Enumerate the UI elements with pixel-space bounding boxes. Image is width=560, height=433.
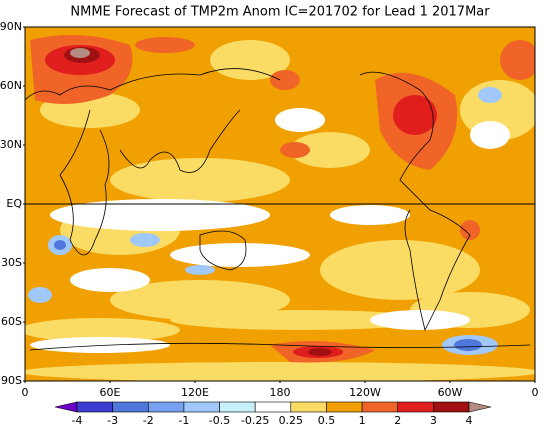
lat-label: 30N <box>0 138 22 151</box>
colorbar-label: -4 <box>72 414 83 427</box>
map-field <box>25 27 535 381</box>
lat-label: 90N <box>0 20 22 33</box>
lat-label: 60N <box>0 79 22 92</box>
lat-label: 30S <box>1 256 22 269</box>
colorbar-label: 4 <box>466 414 473 427</box>
colorbar-box <box>147 401 185 413</box>
lat-label: 60S <box>1 315 22 328</box>
lon-label: 0 <box>532 386 539 399</box>
colorbar-box <box>290 401 327 413</box>
colorbar-arrow <box>54 401 78 413</box>
lon-label: 60E <box>100 386 121 399</box>
colorbar-box <box>183 401 220 413</box>
colorbar-label: -3 <box>107 414 118 427</box>
colorbar-label: -0.25 <box>241 414 269 427</box>
lat-label: EQ <box>6 197 22 210</box>
colorbar-arrow <box>468 401 492 413</box>
colorbar-box <box>397 401 434 413</box>
lon-label: 120W <box>349 386 381 399</box>
colorbar-box <box>254 401 292 413</box>
map-title: NMME Forecast of TMP2m Anom IC=201702 fo… <box>70 5 490 20</box>
colorbar-label: 0.25 <box>279 414 304 427</box>
colorbar-box <box>219 401 256 413</box>
colorbar-label: -0.5 <box>209 414 230 427</box>
colorbar-label: 0.5 <box>318 414 336 427</box>
colorbar-label: -2 <box>143 414 154 427</box>
colorbar-box <box>433 401 470 413</box>
coastlines <box>24 68 531 351</box>
lon-label: 180 <box>270 386 291 399</box>
lon-label: 60W <box>438 386 463 399</box>
colorbar-label: 2 <box>394 414 401 427</box>
colorbar-label: 3 <box>430 414 437 427</box>
lat-label: 90S <box>1 374 22 387</box>
colorbar-box <box>326 401 363 413</box>
colorbar-box <box>361 401 399 413</box>
colorbar-box <box>76 401 113 413</box>
colorbar-label: -1 <box>178 414 189 427</box>
colorbar-box <box>112 401 149 413</box>
lon-label: 0 <box>22 386 29 399</box>
colorbar-label: 1 <box>359 414 366 427</box>
lon-label: 120E <box>181 386 209 399</box>
